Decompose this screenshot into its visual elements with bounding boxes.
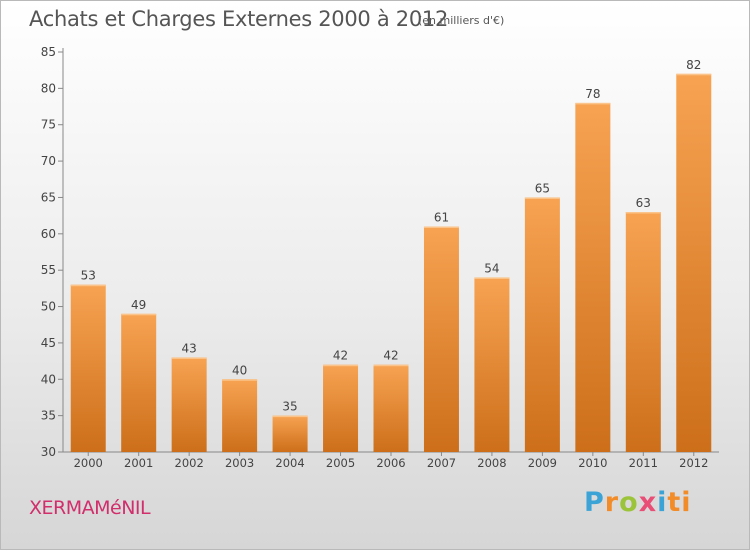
data-label: 78 [585,87,600,101]
bar [625,212,661,452]
logo-letter: P [584,487,605,518]
x-tick-label: 2010 [578,456,607,470]
data-label: 63 [636,196,651,210]
y-tick-label: 40 [41,372,56,386]
data-label: 82 [686,58,701,72]
data-label: 65 [535,181,550,195]
x-tick-label: 2009 [528,456,557,470]
logo-letter: i [657,487,668,518]
data-label: 61 [434,211,449,225]
bar [423,226,459,452]
bar [222,379,258,452]
logo-letter: r [604,487,620,518]
x-tick-label: 2003 [225,456,254,470]
y-tick-label: 60 [41,227,56,241]
x-tick-label: 2008 [477,456,506,470]
bar-top-edge [373,364,409,367]
bar-top-edge [575,102,611,105]
bar-top-edge [676,73,712,76]
bar [676,73,712,453]
x-tick-label: 2002 [175,456,204,470]
bar [272,415,308,452]
data-label: 54 [484,261,499,275]
data-label: 49 [131,298,146,312]
y-tick-label: 30 [41,445,56,459]
logo-letter: o [619,487,639,518]
data-label: 40 [232,363,247,377]
x-tick-label: 2011 [629,456,658,470]
x-tick-label: 2000 [74,456,103,470]
x-tick-label: 2004 [275,456,304,470]
bar-top-edge [625,212,661,214]
chart-subtitle: (en milliers d'€) [418,14,505,27]
x-tick-label: 2012 [679,456,708,470]
x-tick-label: 2005 [326,456,355,470]
proxiti-logo[interactable]: Proxiti [584,487,692,518]
y-tick-label: 70 [41,154,56,168]
bar-top-edge [171,357,207,359]
chart-axes: 30 35 40 45 50 55 60 65 70 75 80 85 [41,45,719,459]
bar [323,364,359,452]
y-tick-label: 55 [41,263,56,277]
logo-letter: x [638,487,658,518]
bar [121,313,157,452]
bar [474,277,510,452]
bar [575,102,611,452]
bar-top-edge [323,364,359,367]
bar-top-edge [121,313,157,316]
x-tick-label: 2001 [124,456,153,470]
y-tick-label: 45 [41,336,56,350]
logo-letter: ti [667,487,692,518]
bar-top-edge [474,277,510,279]
y-tick-label: 85 [41,45,56,59]
bar-top-edge [524,197,560,199]
y-tick-label: 80 [41,81,56,95]
bar [171,357,207,452]
bar [70,284,106,452]
data-label: 42 [383,349,398,363]
chart-labels: 53 2000 49 2001 43 2002 40 2003 35 2004 42 2005 42 20… [74,58,709,470]
y-tick-label: 50 [41,300,56,314]
y-tick-label: 65 [41,190,56,204]
commune-name: XERMAMéNIL [29,497,151,519]
x-tick-label: 2006 [376,456,405,470]
bar [373,364,409,452]
bar [524,197,560,452]
x-tick-label: 2007 [427,456,456,470]
chart-title: Achats et Charges Externes 2000 à 2012 [29,7,449,31]
y-tick-label: 75 [41,118,56,132]
y-tick-label: 35 [41,409,56,423]
data-label: 43 [182,341,197,355]
bar-top-edge [272,415,308,418]
data-label: 35 [282,400,297,414]
chart-bars [70,73,712,453]
bar-top-edge [423,226,459,229]
data-label: 42 [333,349,348,363]
bar-top-edge [70,284,106,287]
data-label: 53 [81,269,96,283]
bar-top-edge [222,379,258,381]
